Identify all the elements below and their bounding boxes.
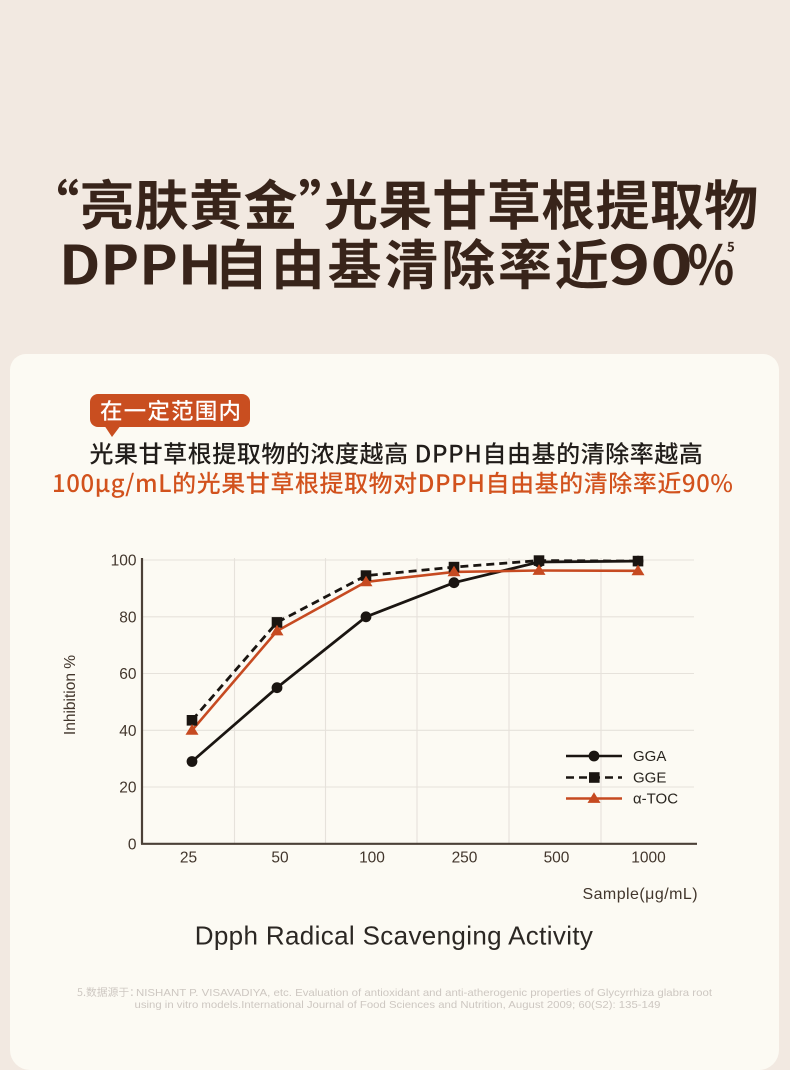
svg-text:1000: 1000: [631, 850, 666, 867]
svg-text:25: 25: [180, 850, 197, 867]
svg-text:GGE: GGE: [633, 770, 666, 787]
svg-text:500: 500: [544, 850, 570, 867]
svg-text:60: 60: [119, 666, 137, 683]
svg-text:100: 100: [111, 553, 137, 570]
svg-text:NISHANT P. VISAVADIYA, etc. Ev: NISHANT P. VISAVADIYA, etc. Evaluation o…: [136, 988, 712, 999]
svg-text:using in vitro models.Internat: using in vitro models.International Jour…: [135, 1000, 661, 1011]
svg-text:Inhibition %: Inhibition %: [62, 655, 79, 735]
svg-text:GGA: GGA: [633, 748, 666, 765]
svg-text:40: 40: [119, 723, 137, 740]
svg-text:Dpph Radical Scavenging Activi: Dpph Radical Scavenging Activity: [195, 921, 594, 951]
svg-text:α-TOC: α-TOC: [633, 791, 678, 808]
svg-text:50: 50: [271, 850, 289, 867]
svg-text:100: 100: [359, 850, 385, 867]
svg-text:80: 80: [119, 609, 137, 626]
svg-text:20: 20: [119, 780, 137, 797]
svg-text:Sample(μg/mL): Sample(μg/mL): [582, 886, 698, 903]
svg-text:250: 250: [452, 850, 478, 867]
svg-text:0: 0: [128, 836, 137, 853]
